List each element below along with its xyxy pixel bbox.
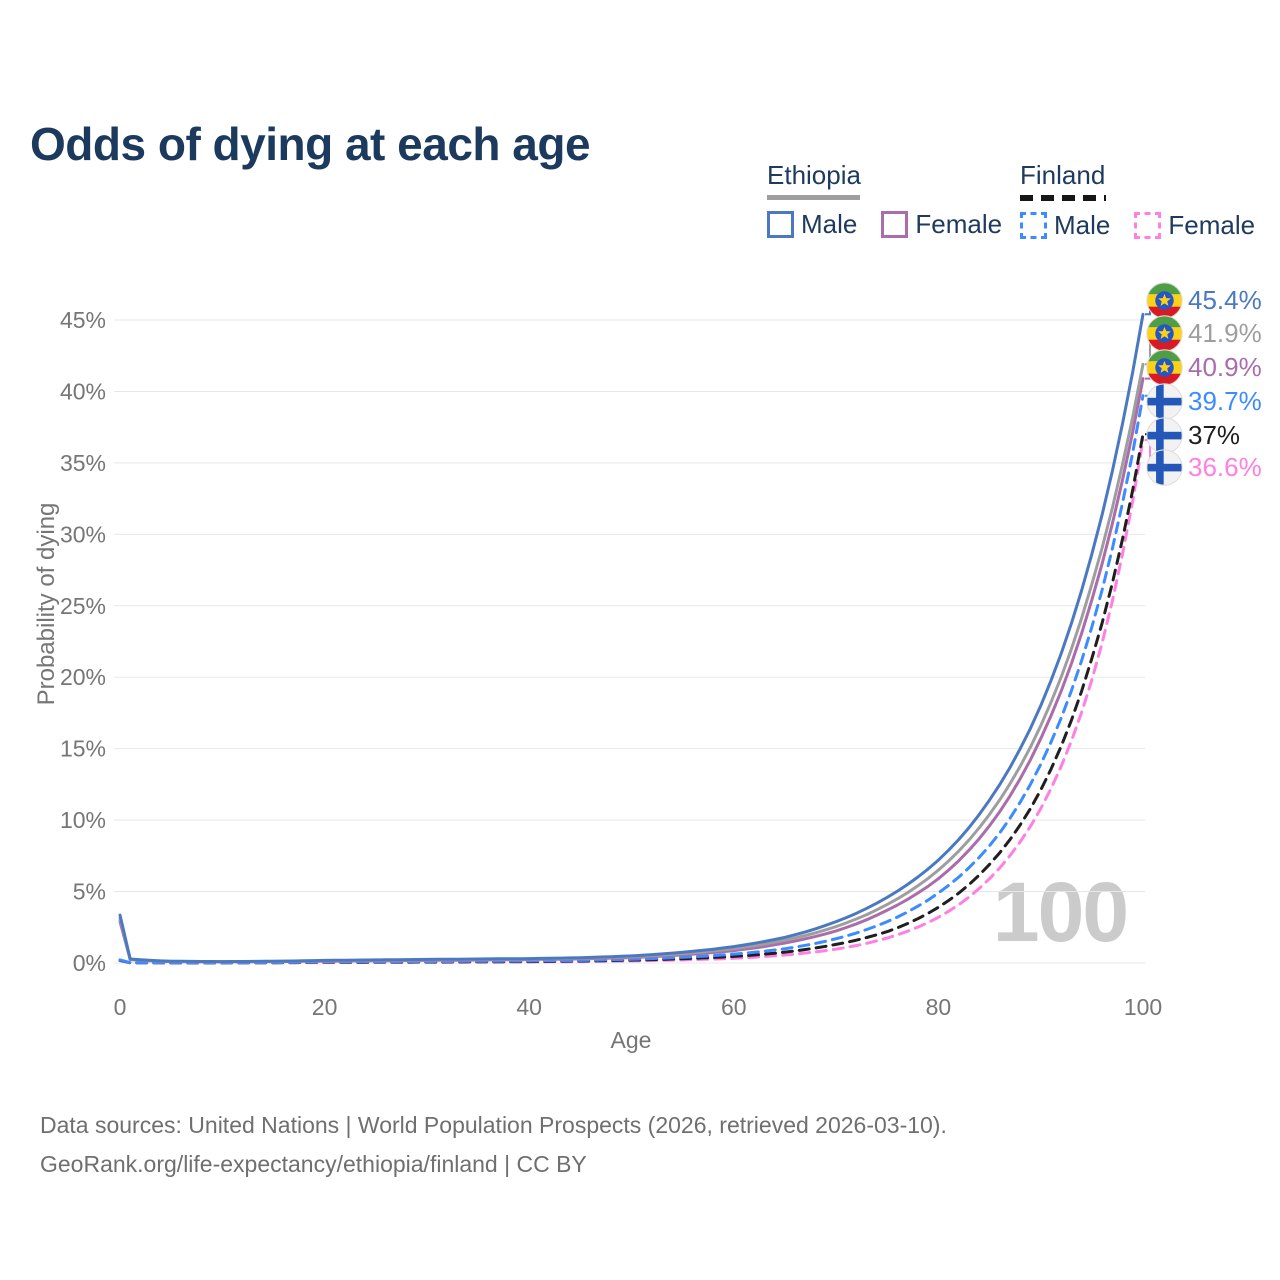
legend-country-ethiopia[interactable]: Ethiopia xyxy=(767,160,861,190)
x-tick-label: 100 xyxy=(1124,994,1162,1020)
age-counter-watermark: 100 xyxy=(992,865,1129,959)
x-tick-label: 60 xyxy=(721,994,747,1020)
curve-finland-female-female xyxy=(118,438,1145,965)
leader-line xyxy=(1145,439,1158,468)
y-tick-label: 15% xyxy=(60,736,106,762)
legend-item-label: Female xyxy=(915,209,1003,239)
y-tick-label: 30% xyxy=(60,521,106,547)
page-title: Odds of dying at each age xyxy=(30,117,591,170)
y-tick-label: 20% xyxy=(60,664,106,690)
y-tick-label: 35% xyxy=(60,450,106,476)
ethiopia-female-swatch-icon xyxy=(881,211,909,238)
finland-male-swatch-icon xyxy=(1020,212,1047,239)
legend-item-ethiopia-female[interactable]: Female xyxy=(881,209,1002,240)
curve-ethiopia-all xyxy=(118,362,1145,964)
y-tick-label: 40% xyxy=(60,378,106,404)
leader-line xyxy=(1145,332,1158,366)
source-line-2: GeoRank.org/life-expectancy/ethiopia/fin… xyxy=(40,1151,587,1177)
leader-line xyxy=(1145,366,1158,380)
legend-item-finland-male[interactable]: Male xyxy=(1020,210,1110,241)
finland-female-swatch-icon xyxy=(1134,212,1162,239)
x-axis-title: Age xyxy=(610,1027,652,1053)
ethiopia-line-style-swatch-icon xyxy=(767,195,860,200)
y-tick-label: 0% xyxy=(73,950,106,976)
x-tick-label: 20 xyxy=(312,994,338,1020)
legend-group-ethiopia: Ethiopia Male Female xyxy=(767,160,1002,240)
y-tick-label: 10% xyxy=(60,807,106,833)
legend-row-finland: Male Female xyxy=(1020,210,1255,241)
data-source-note: Data sources: United Nations | World Pop… xyxy=(40,1106,947,1184)
leader-line xyxy=(1145,299,1158,316)
legend-item-label: Female xyxy=(1168,210,1256,240)
legend-row-ethiopia: Male Female xyxy=(767,209,1002,240)
ethiopia-male-swatch-icon xyxy=(767,211,794,238)
curve-ethiopia-male-male xyxy=(118,312,1145,964)
y-tick-label: 25% xyxy=(60,593,106,619)
legend-item-label: Male xyxy=(1054,210,1111,240)
finland-line-style-swatch-icon xyxy=(1020,195,1106,201)
leader-line xyxy=(1145,433,1158,436)
legend-group-finland: Finland Male Female xyxy=(1020,160,1255,241)
curve-finland-all xyxy=(118,432,1145,965)
y-tick-label: 5% xyxy=(73,879,106,905)
x-tick-label: 80 xyxy=(926,994,952,1020)
curve-ethiopia-female-female xyxy=(118,377,1145,964)
source-line-1: Data sources: United Nations | World Pop… xyxy=(40,1112,947,1138)
x-tick-label: 0 xyxy=(114,994,127,1020)
legend-country-finland[interactable]: Finland xyxy=(1020,160,1106,190)
leader-line xyxy=(1145,394,1158,402)
x-tick-label: 40 xyxy=(516,994,542,1020)
legend-item-ethiopia-male[interactable]: Male xyxy=(767,209,857,240)
y-tick-label: 45% xyxy=(60,307,106,333)
legend-item-label: Male xyxy=(801,209,858,239)
legend-item-finland-female[interactable]: Female xyxy=(1134,210,1255,241)
